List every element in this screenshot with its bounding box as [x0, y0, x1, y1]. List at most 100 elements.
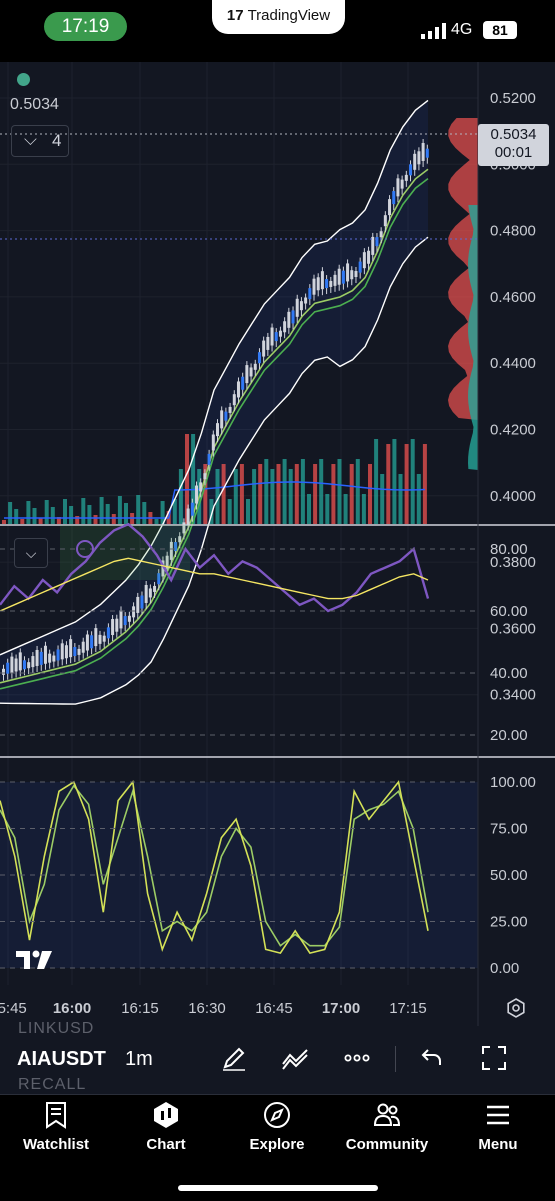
volume-bar	[160, 501, 165, 524]
rsi-overbought-fill	[60, 525, 190, 580]
more-icon[interactable]	[342, 1043, 372, 1073]
time-tick-label: 16:30	[188, 1000, 226, 1017]
tab-community[interactable]: Community	[337, 1100, 437, 1160]
chart-canvas[interactable]: 0.52000.50000.48000.46000.44000.42000.40…	[0, 62, 555, 1026]
candle-body	[190, 502, 194, 516]
volume-bar	[81, 498, 86, 524]
signal-icon	[421, 23, 446, 39]
time-tick-label: 16:15	[121, 1000, 159, 1017]
price-tick-label: 0.4000	[490, 488, 536, 505]
candle-body	[266, 336, 270, 350]
volume-bar	[270, 469, 275, 524]
tab-chart[interactable]: Chart	[116, 1100, 216, 1160]
candle-body	[85, 634, 89, 651]
tradingview-watermark-icon	[16, 950, 52, 969]
bollinger-fill	[0, 100, 428, 705]
candle-body	[346, 263, 350, 282]
watchlist-ghost-symbol: RECALL	[18, 1076, 87, 1093]
tab-menu[interactable]: Menu	[448, 1100, 548, 1160]
candle-body	[354, 271, 358, 278]
volume-bar	[404, 444, 409, 524]
live-status-dot	[17, 73, 30, 86]
candle-body	[257, 352, 261, 364]
volume-bar	[56, 517, 61, 524]
community-icon	[373, 1103, 401, 1126]
volume-bar	[209, 499, 214, 524]
tab-label: Explore	[249, 1136, 305, 1153]
stoch-tick-label: 75.00	[490, 821, 528, 838]
candle-body	[329, 280, 333, 287]
draw-pen-icon[interactable]	[219, 1043, 249, 1073]
indicators-icon[interactable]	[280, 1043, 310, 1073]
price-tick-label: 0.3800	[490, 554, 536, 571]
indicator-count: 4	[52, 131, 62, 150]
rsi-axis: 80.00 60.00 40.00 20.00	[0, 541, 528, 744]
candle-body	[241, 376, 245, 390]
rsi-tick-label: 80.00	[490, 541, 528, 558]
app-pill[interactable]: 17 TradingView	[212, 0, 345, 34]
candle-body	[148, 588, 152, 598]
volume-bar	[227, 499, 232, 524]
menu-icon	[487, 1105, 509, 1125]
volume-bar	[313, 464, 318, 524]
last-price-value: 0.5034	[10, 96, 59, 113]
candle-body	[341, 270, 345, 284]
volume-bar	[14, 509, 19, 524]
candle-body	[425, 148, 429, 158]
indicators-toggle-button[interactable]: ⌵ 4	[11, 125, 69, 157]
candle-body	[157, 573, 161, 585]
candle-body	[283, 321, 287, 333]
symbol-button[interactable]: AIAUSDT	[17, 1048, 106, 1070]
volume-bar	[307, 494, 311, 524]
candle-body	[207, 453, 211, 465]
volume-bar	[20, 519, 25, 524]
status-time: 17:19	[44, 12, 127, 41]
rsi-collapse-button[interactable]: ⌵	[14, 538, 48, 568]
candle-body	[299, 301, 303, 311]
candle-body	[287, 311, 291, 328]
stoch-k-line	[0, 780, 429, 955]
candle-body	[35, 649, 39, 666]
candle-body	[165, 555, 169, 569]
rsi-tick-label: 60.00	[490, 603, 528, 620]
volume-bar	[331, 464, 336, 524]
candle-body	[43, 645, 47, 664]
price-tick-label: 0.3600	[490, 620, 536, 637]
fullscreen-icon[interactable]	[479, 1043, 509, 1073]
volume-bars	[2, 434, 427, 524]
candle-body	[216, 423, 219, 437]
candle-body	[199, 482, 203, 492]
volume-bar	[294, 464, 299, 524]
volume-bar	[50, 507, 55, 524]
interval-button[interactable]: 1m	[125, 1048, 153, 1070]
chart-tab-icon	[154, 1102, 178, 1128]
candle-body	[10, 656, 14, 673]
current-price: 0.5034	[490, 126, 537, 143]
candle-body	[232, 394, 236, 406]
tab-explore[interactable]: Explore	[227, 1100, 327, 1160]
price-tick-label: 0.5200	[490, 90, 536, 107]
candle-body	[48, 653, 52, 663]
volume-bar	[203, 464, 208, 524]
price-tick-label: 0.4400	[490, 355, 536, 372]
candle-body	[2, 668, 5, 675]
candle-body	[69, 639, 73, 658]
tab-watchlist[interactable]: Watchlist	[6, 1100, 106, 1160]
volume-bar	[410, 439, 415, 524]
candle-body	[127, 615, 131, 622]
undo-icon[interactable]	[416, 1043, 446, 1073]
candle-body	[98, 634, 102, 644]
candle-body	[392, 191, 396, 205]
volume-bar	[117, 496, 122, 524]
candle-body	[236, 381, 240, 398]
rsi-line	[0, 522, 430, 613]
toolbar-divider	[395, 1046, 396, 1072]
volume-bar	[300, 459, 305, 524]
candle-body	[270, 327, 274, 346]
volume-bar	[325, 494, 330, 524]
candle-body	[153, 585, 157, 592]
candle-body	[362, 252, 366, 269]
stoch-tick-label: 25.00	[490, 914, 528, 931]
gear-icon[interactable]	[505, 997, 527, 1019]
candle-body	[102, 635, 106, 642]
